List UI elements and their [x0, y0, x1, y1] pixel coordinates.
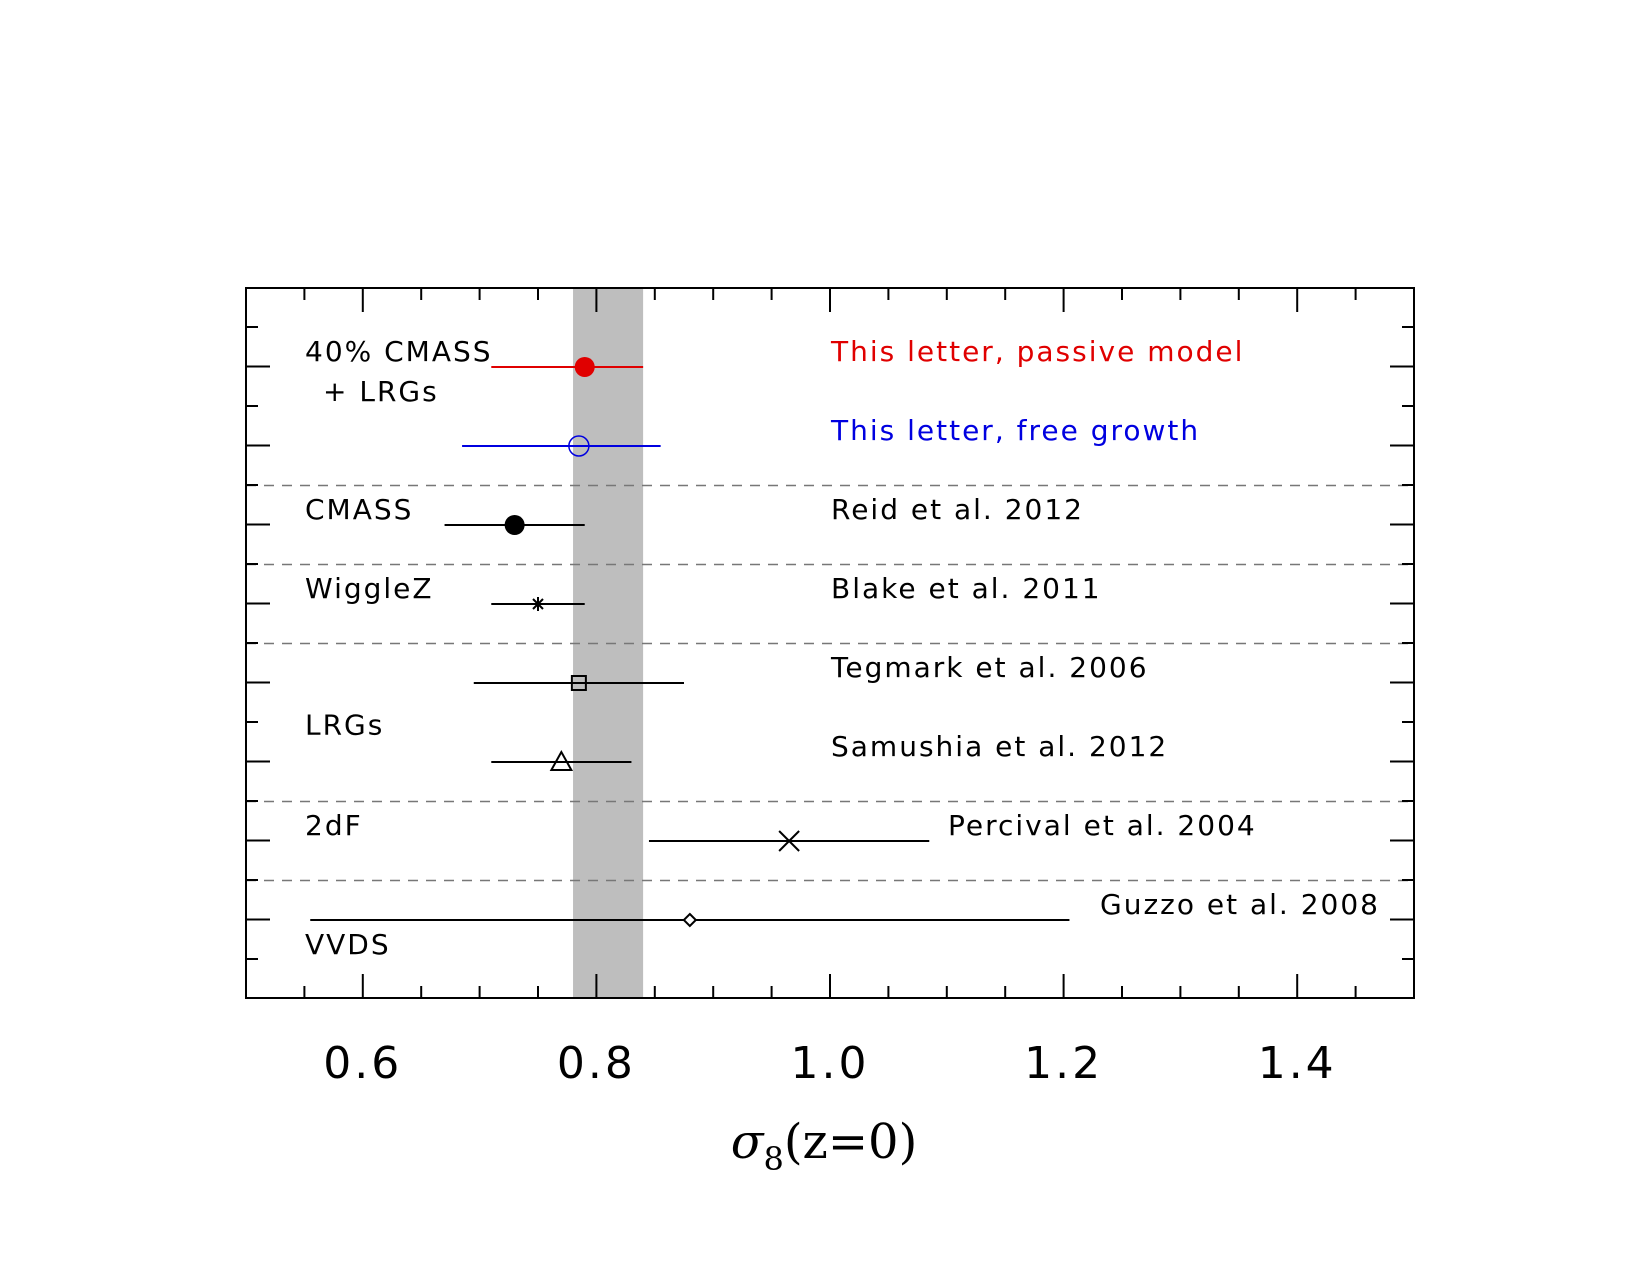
- reference-label-6: Samushia et al. 2012: [831, 730, 1168, 763]
- label-layer: This letter, passive model This letter, f…: [305, 335, 1380, 961]
- marker-8: [682, 912, 698, 928]
- x-tick-label-3: 1.2: [1024, 1038, 1103, 1089]
- marker-4: [531, 597, 545, 611]
- x-tick-label-4: 1.4: [1258, 1038, 1337, 1089]
- data-point-5: [473, 675, 684, 691]
- data-point-6: [491, 749, 632, 771]
- reference-label-5: Tegmark et al. 2006: [830, 651, 1149, 684]
- group-label-1-line-2: + LRGs: [323, 375, 439, 408]
- marker-7: [778, 830, 800, 852]
- marker-3: [504, 515, 525, 535]
- x-tick-label-2: 1.0: [791, 1038, 870, 1089]
- reference-label-8: Guzzo et al. 2008: [1100, 888, 1380, 921]
- reference-label-4: Blake et al. 2011: [831, 572, 1102, 605]
- data-point-1: [491, 357, 644, 377]
- data-layer: [310, 357, 1070, 928]
- x-tick-label-0: 0.6: [323, 1038, 402, 1089]
- reference-label-7: Percival et al. 2004: [948, 809, 1257, 842]
- group-label-6: VVDS: [305, 928, 391, 961]
- x-axis-title-subscript: 8: [763, 1140, 783, 1178]
- plot-frame: [245, 287, 1415, 999]
- group-label-2: CMASS: [305, 493, 413, 526]
- group-label-4: LRGs: [305, 709, 384, 742]
- data-point-7: [648, 830, 930, 852]
- x-axis-title: σ8(z=0): [731, 1114, 918, 1178]
- group-label-5: 2dF: [305, 809, 363, 842]
- data-point-8: [310, 912, 1070, 928]
- marker-1: [574, 357, 595, 377]
- marker-5: [570, 675, 587, 691]
- separator-layer: [246, 484, 1414, 882]
- marker-6: [549, 749, 574, 771]
- x-axis: 0.6 0.8 1.0 1.2 1.4: [323, 1038, 1337, 1089]
- reference-label-3: Reid et al. 2012: [831, 493, 1084, 526]
- reference-label-2: This letter, free growth: [830, 414, 1200, 447]
- data-point-4: [491, 597, 585, 611]
- data-point-2: [462, 435, 661, 457]
- marker-2: [568, 435, 590, 457]
- x-tick-label-1: 0.8: [557, 1038, 636, 1089]
- reference-label-1: This letter, passive model: [830, 335, 1244, 368]
- x-axis-title-symbol: σ: [731, 1114, 765, 1170]
- group-label-3: WiggleZ: [305, 572, 434, 605]
- data-point-3: [444, 515, 585, 535]
- x-axis-title-rest: (z=0): [784, 1114, 918, 1170]
- group-label-1-line-1: 40% CMASS: [305, 335, 493, 368]
